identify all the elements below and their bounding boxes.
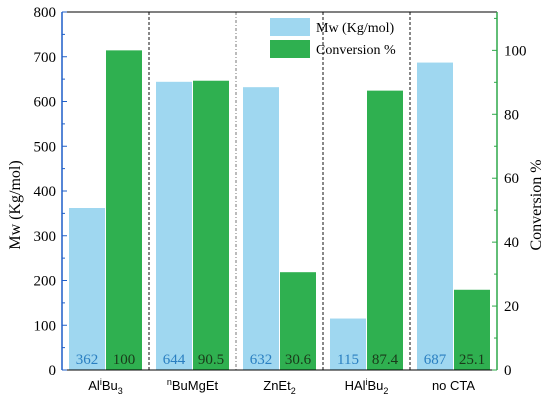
y2-tick-label: 40 xyxy=(504,235,519,251)
bar-conversion xyxy=(367,90,403,370)
y-tick-label: 800 xyxy=(34,5,57,21)
data-label-conversion: 87.4 xyxy=(372,352,399,368)
data-label-conversion: 30.6 xyxy=(285,352,312,368)
y2-tick-label: 60 xyxy=(504,171,519,187)
x-tick-label: ZnEt2 xyxy=(263,378,295,396)
bar-conversion xyxy=(106,50,142,370)
bar-conversion xyxy=(280,272,316,370)
data-label-conversion: 25.1 xyxy=(459,352,485,368)
data-label-mw: 644 xyxy=(163,352,186,368)
y-tick-label: 300 xyxy=(34,229,57,245)
y2-tick-label: 100 xyxy=(504,43,527,59)
y2-axis-title: Conversion % xyxy=(528,159,545,250)
y-tick-label: 500 xyxy=(34,139,57,155)
y2-tick-label: 80 xyxy=(504,107,519,123)
x-tick-label: no CTA xyxy=(432,378,475,393)
y-tick-label: 100 xyxy=(34,318,57,334)
y2-tick-label: 20 xyxy=(504,299,519,315)
data-label-mw: 687 xyxy=(424,352,447,368)
x-tick-label: AliBu3 xyxy=(88,377,122,396)
bar-mw xyxy=(417,62,453,370)
bar-mw xyxy=(156,81,192,370)
data-label-mw: 115 xyxy=(337,352,359,368)
y2-tick-label: 0 xyxy=(504,363,512,379)
bar-conversion xyxy=(454,289,490,370)
legend-label-conversion: Conversion % xyxy=(316,43,396,58)
bar-mw xyxy=(330,318,366,370)
data-label-conversion: 90.5 xyxy=(198,352,224,368)
bar-mw xyxy=(243,87,279,371)
data-label-mw: 362 xyxy=(76,352,99,368)
x-tick-label: HAliBu2 xyxy=(345,377,389,396)
y-tick-label: 700 xyxy=(34,50,57,66)
data-label-mw: 632 xyxy=(250,352,273,368)
y-tick-label: 600 xyxy=(34,95,57,111)
data-label-conversion: 100 xyxy=(113,352,136,368)
y-tick-label: 400 xyxy=(34,184,57,200)
legend-swatch-mw xyxy=(270,18,310,36)
x-tick-label: nBuMgEt xyxy=(167,377,219,393)
y-tick-label: 0 xyxy=(49,363,57,379)
y-tick-label: 200 xyxy=(34,274,57,290)
legend-label-mw: Mw (Kg/mol) xyxy=(316,21,395,36)
bar-mw xyxy=(69,208,105,370)
y-axis-title: Mw (Kg/mol) xyxy=(7,160,24,249)
legend-swatch-conversion xyxy=(270,40,310,58)
bar-conversion xyxy=(193,80,229,371)
